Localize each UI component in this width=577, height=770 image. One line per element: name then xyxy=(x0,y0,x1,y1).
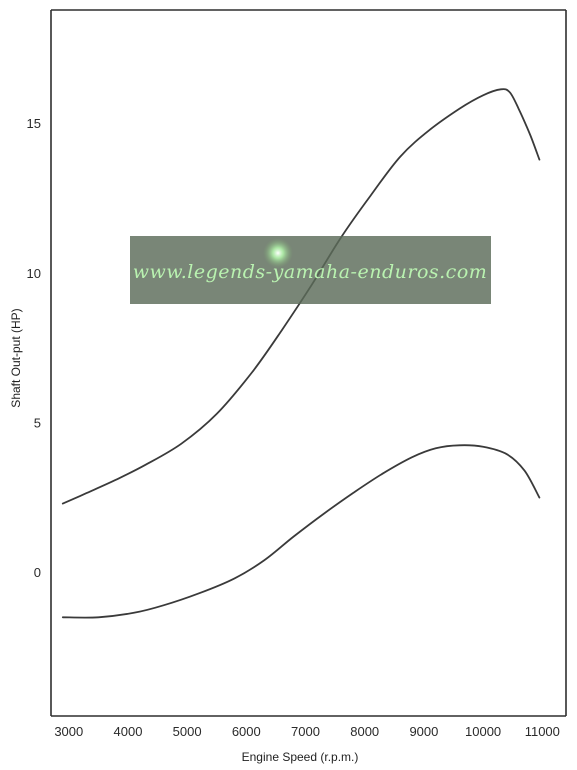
x-tick-label: 5000 xyxy=(173,724,202,739)
watermark-banner xyxy=(130,236,491,304)
y-tick-labels: 0 5 10 15 xyxy=(27,116,41,580)
series-line-2 xyxy=(61,444,541,619)
x-tick-labels: 3000 4000 5000 6000 7000 8000 9000 10000 11000 xyxy=(54,724,560,739)
x-tick-label: 8000 xyxy=(350,724,379,739)
plot-frame xyxy=(50,9,567,717)
y-tick-label: 10 xyxy=(27,266,41,281)
series-layer xyxy=(61,88,541,619)
x-tick-label: 4000 xyxy=(114,724,143,739)
series-line-1 xyxy=(61,88,541,505)
y-tick-label: 15 xyxy=(27,116,41,131)
x-tick-label: 10000 xyxy=(465,724,501,739)
x-tick-label: 9000 xyxy=(409,724,438,739)
y-axis-title: Shaft Out-put (HP) xyxy=(9,308,23,407)
watermark-glow-icon xyxy=(263,238,293,268)
x-tick-label: 6000 xyxy=(232,724,261,739)
x-tick-label: 3000 xyxy=(54,724,83,739)
x-tick-label: 11000 xyxy=(525,724,560,739)
y-tick-label: 0 xyxy=(34,565,41,580)
watermark-text: www.legends-yamaha-enduros.com xyxy=(133,261,488,283)
y-tick-label: 5 xyxy=(34,415,41,430)
watermark: www.legends-yamaha-enduros.com xyxy=(130,236,491,304)
x-axis-title: Engine Speed (r.p.m.) xyxy=(242,750,359,764)
x-tick-label: 7000 xyxy=(291,724,320,739)
